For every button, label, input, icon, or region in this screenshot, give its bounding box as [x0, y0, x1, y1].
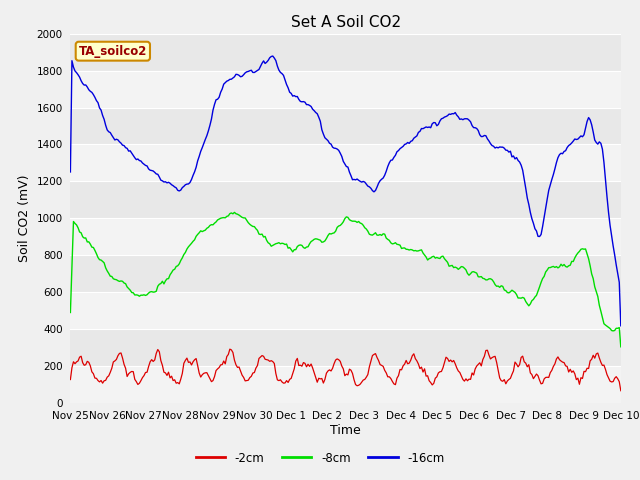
Y-axis label: Soil CO2 (mV): Soil CO2 (mV) — [18, 175, 31, 262]
Bar — [70, 144, 621, 181]
Bar — [70, 292, 621, 329]
X-axis label: Time: Time — [330, 424, 361, 437]
Legend: -2cm, -8cm, -16cm: -2cm, -8cm, -16cm — [191, 447, 449, 469]
Text: TA_soilco2: TA_soilco2 — [79, 45, 147, 58]
Bar — [70, 71, 621, 108]
Bar — [70, 366, 621, 403]
Bar — [70, 218, 621, 255]
Title: Set A Soil CO2: Set A Soil CO2 — [291, 15, 401, 30]
